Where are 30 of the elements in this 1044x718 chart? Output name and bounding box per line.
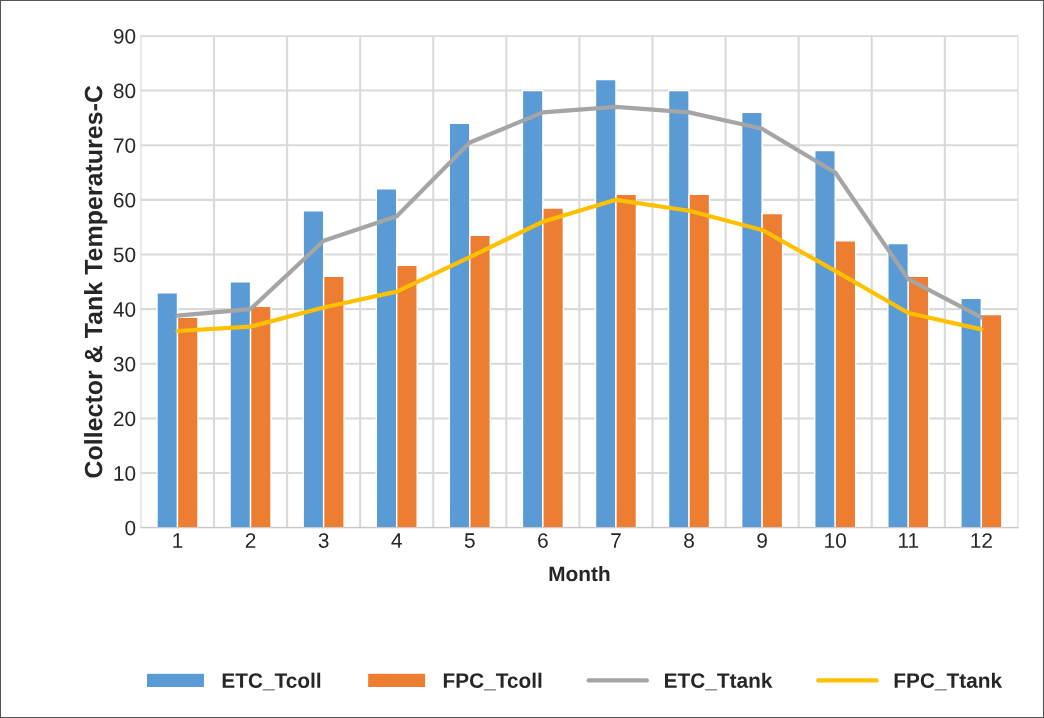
y-tick-label: 40 — [113, 302, 136, 317]
x-tick-label: 3 — [318, 533, 329, 548]
legend-label: FPC_Ttank — [894, 672, 1003, 691]
line-series — [175, 104, 984, 320]
x-tick-label: 5 — [464, 533, 475, 548]
y-tick-label: 0 — [125, 520, 136, 536]
y-tick-label: 10 — [114, 466, 136, 481]
y-tick-label: 20 — [113, 411, 136, 427]
x-tick-label: 1 — [173, 533, 183, 548]
y-tick-label: 60 — [113, 192, 136, 208]
x-tick-label: 6 — [538, 533, 548, 548]
x-tick-label: 8 — [684, 533, 694, 548]
legend-label: FPC_Tcoll — [443, 672, 542, 691]
x-tick-label: 4 — [391, 533, 402, 548]
line-series — [175, 197, 984, 334]
x-axis-title: Month — [549, 565, 610, 582]
y-tick-label: 80 — [113, 83, 136, 99]
x-tick-label: 2 — [245, 533, 256, 548]
legend-label: ETC_Ttank — [665, 672, 773, 691]
y-axis-title: Collector & Tank Temperatures-C — [84, 85, 108, 478]
x-tick-label: 7 — [611, 533, 621, 548]
y-tick-label: 50 — [113, 247, 136, 263]
y-tick-label: 30 — [113, 356, 136, 372]
y-tick-label: 70 — [113, 138, 136, 153]
legend-label: ETC_Tcoll — [222, 672, 321, 691]
x-tick-label: 9 — [757, 533, 767, 548]
x-tick-label: 11 — [899, 533, 919, 548]
y-tick-label: 90 — [113, 28, 136, 44]
x-tick-label: 10 — [825, 533, 846, 548]
x-tick-label: 12 — [971, 533, 992, 548]
